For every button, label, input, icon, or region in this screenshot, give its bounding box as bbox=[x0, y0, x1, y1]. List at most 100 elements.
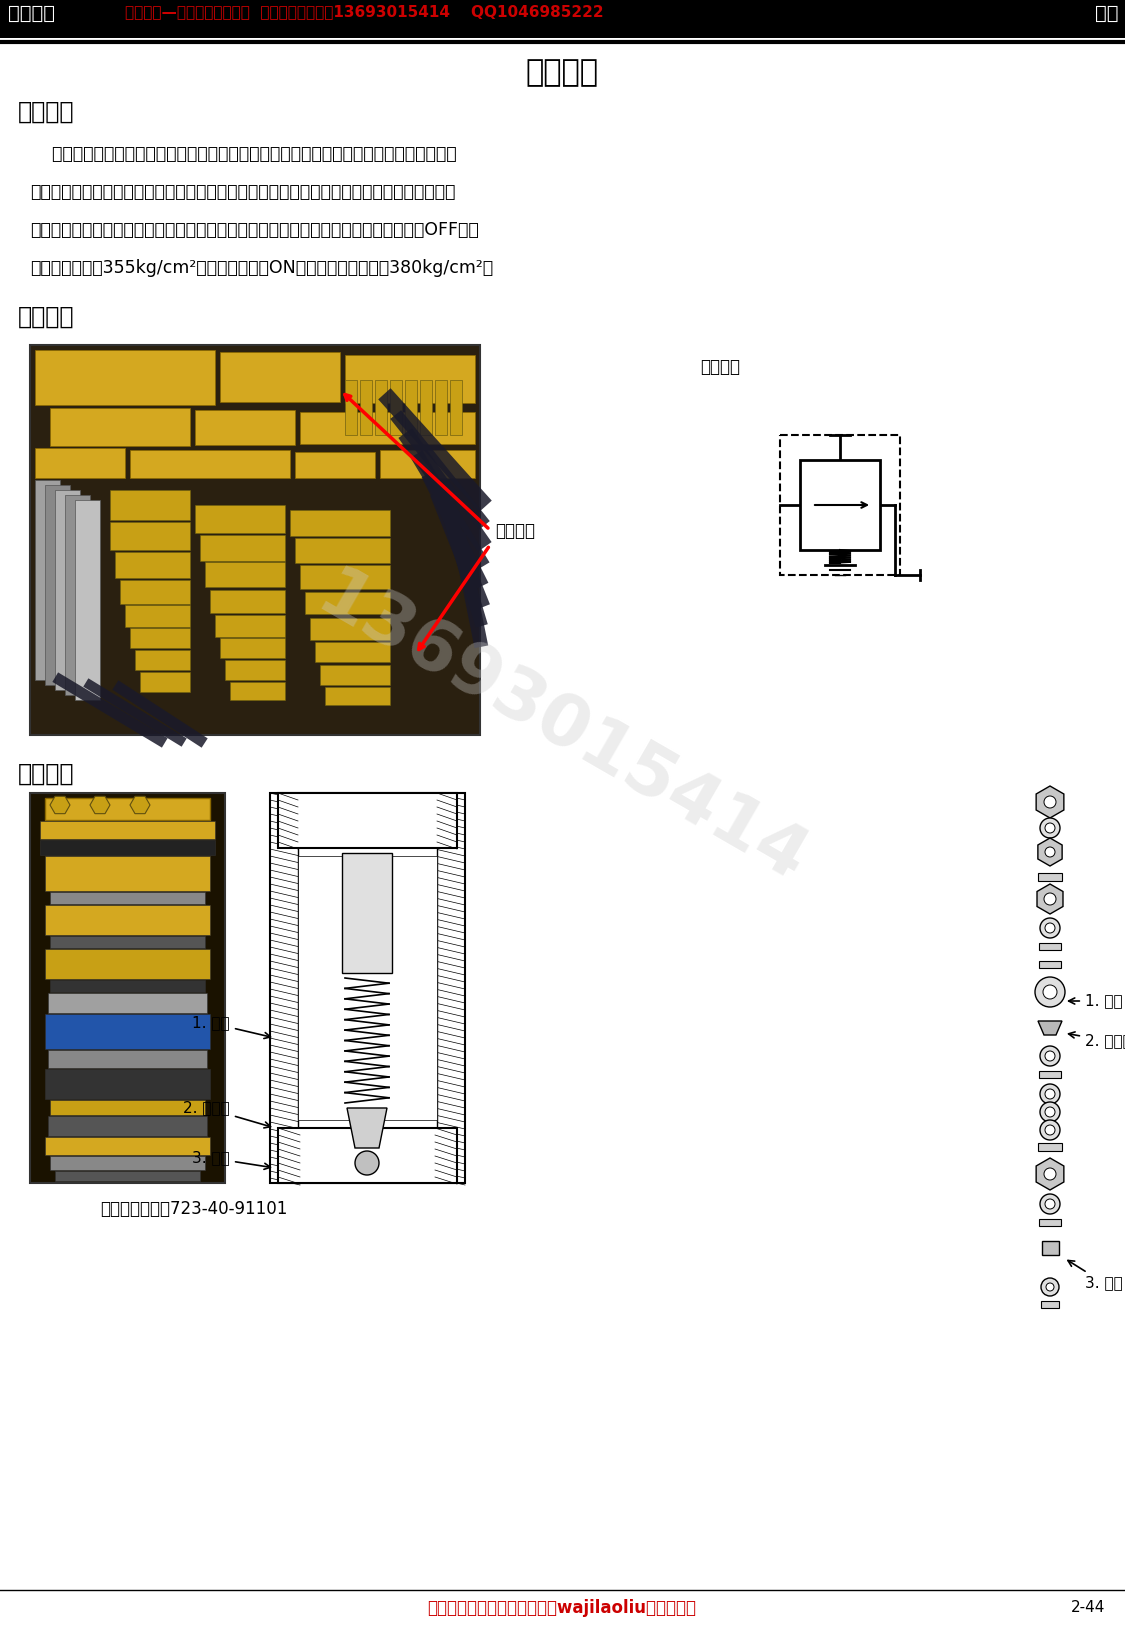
Bar bbox=[0, 0, 1125, 37]
Bar bbox=[50, 936, 205, 947]
Text: 二、位置: 二、位置 bbox=[18, 306, 74, 328]
Bar bbox=[215, 614, 285, 637]
Bar bbox=[1040, 960, 1061, 968]
Circle shape bbox=[1035, 977, 1065, 1008]
Bar bbox=[48, 993, 207, 1012]
Bar bbox=[420, 380, 432, 436]
Bar bbox=[50, 1155, 205, 1170]
Circle shape bbox=[1040, 1102, 1060, 1121]
Bar bbox=[210, 590, 285, 613]
Text: 为一级设定压力355kg/cm²；当先导压力为ON时，为二级设定压力380kg/cm²。: 为一级设定压力355kg/cm²；当先导压力为ON时，为二级设定压力380kg/… bbox=[30, 258, 493, 276]
Bar bbox=[270, 793, 465, 1183]
Text: 3. 柱塞: 3. 柱塞 bbox=[1068, 1261, 1123, 1290]
Bar bbox=[110, 522, 190, 549]
Bar bbox=[220, 639, 285, 658]
Bar bbox=[278, 1128, 457, 1183]
Bar bbox=[1038, 1142, 1062, 1150]
Circle shape bbox=[1044, 894, 1056, 905]
Bar bbox=[35, 479, 60, 679]
Bar bbox=[305, 592, 390, 614]
Bar bbox=[345, 380, 357, 436]
Text: 挖机老刘—提供挖机维修资料  电话（微信同号）13693015414    QQ1046985222: 挖机老刘—提供挖机维修资料 电话（微信同号）13693015414 QQ1046… bbox=[125, 3, 604, 20]
Circle shape bbox=[1040, 1046, 1060, 1066]
Bar bbox=[45, 856, 210, 890]
Bar bbox=[130, 627, 190, 648]
Circle shape bbox=[1040, 817, 1060, 838]
Polygon shape bbox=[1038, 1020, 1062, 1035]
Bar bbox=[55, 1172, 200, 1181]
Text: 三、构造: 三、构造 bbox=[18, 762, 74, 786]
Bar bbox=[295, 452, 375, 478]
Bar bbox=[405, 380, 417, 436]
Text: 主溢流阀安装在主控制阀的上下两端，上下各一个。该阀设定整个液压系统工作时的最高: 主溢流阀安装在主控制阀的上下两端，上下各一个。该阀设定整个液压系统工作时的最高 bbox=[30, 145, 457, 162]
Bar bbox=[200, 535, 285, 561]
Bar bbox=[310, 618, 390, 640]
Bar bbox=[298, 856, 436, 1120]
Polygon shape bbox=[1036, 1159, 1064, 1190]
Polygon shape bbox=[346, 1108, 387, 1147]
Bar bbox=[800, 460, 880, 549]
Bar bbox=[45, 798, 210, 821]
Circle shape bbox=[1044, 796, 1056, 808]
Bar bbox=[40, 840, 215, 855]
Bar bbox=[315, 642, 390, 661]
Bar bbox=[50, 892, 205, 904]
Bar bbox=[30, 793, 225, 1183]
Bar bbox=[130, 450, 290, 478]
Text: 看免费维修资料、搜索关注：wajilaoliu微信公众号: 看免费维修资料、搜索关注：wajilaoliu微信公众号 bbox=[428, 1599, 696, 1617]
Polygon shape bbox=[1036, 786, 1064, 817]
Text: 阀总成零件号：723-40-91101: 阀总成零件号：723-40-91101 bbox=[100, 1199, 287, 1219]
Circle shape bbox=[1045, 1107, 1055, 1116]
Bar bbox=[342, 853, 392, 973]
Bar bbox=[375, 380, 387, 436]
Bar bbox=[435, 380, 447, 436]
Circle shape bbox=[1041, 1277, 1059, 1297]
Bar bbox=[50, 980, 205, 991]
Bar bbox=[229, 682, 285, 700]
Text: 13693015414: 13693015414 bbox=[305, 562, 819, 899]
Text: 1. 弹簧: 1. 弹簧 bbox=[1069, 993, 1123, 1009]
Text: 一、概述: 一、概述 bbox=[18, 101, 74, 124]
Circle shape bbox=[1045, 847, 1055, 856]
Bar bbox=[380, 450, 475, 478]
Text: 主阀: 主阀 bbox=[1095, 3, 1118, 23]
Circle shape bbox=[1044, 1168, 1056, 1180]
Bar bbox=[115, 552, 190, 578]
Bar bbox=[1041, 1302, 1059, 1308]
Bar bbox=[780, 436, 900, 575]
Circle shape bbox=[1045, 1089, 1055, 1098]
Circle shape bbox=[356, 1150, 379, 1175]
Bar bbox=[30, 344, 480, 734]
Circle shape bbox=[1040, 918, 1060, 938]
Circle shape bbox=[1045, 1124, 1055, 1134]
Text: 2-44: 2-44 bbox=[1071, 1601, 1105, 1615]
Text: 主溢流阀: 主溢流阀 bbox=[525, 58, 598, 88]
Circle shape bbox=[1046, 1284, 1054, 1290]
Bar bbox=[140, 673, 190, 692]
Bar bbox=[290, 510, 390, 536]
Bar bbox=[45, 1014, 210, 1050]
Bar bbox=[45, 1138, 210, 1155]
Bar bbox=[50, 1100, 205, 1115]
Bar bbox=[120, 580, 190, 604]
Circle shape bbox=[1045, 822, 1055, 834]
Bar bbox=[450, 380, 462, 436]
Bar bbox=[75, 500, 100, 700]
Bar bbox=[390, 380, 402, 436]
Bar bbox=[278, 793, 457, 848]
Text: 液压符号: 液压符号 bbox=[700, 358, 740, 375]
Circle shape bbox=[1040, 1084, 1060, 1103]
Text: 以保护整个液压系统，避免油路压力过高。本溢流阀具有两级设定压力，当先导压力为OFF时，: 以保护整个液压系统，避免油路压力过高。本溢流阀具有两级设定压力，当先导压力为OF… bbox=[30, 221, 479, 239]
Bar bbox=[135, 650, 190, 669]
Polygon shape bbox=[50, 796, 70, 814]
Bar bbox=[48, 1050, 207, 1068]
Circle shape bbox=[1045, 1051, 1055, 1061]
Text: 压力。当系统压力超过主溢流阀设定压力时，主溢流阀打开回油箱油路将液压油溢流回油箱，: 压力。当系统压力超过主溢流阀设定压力时，主溢流阀打开回油箱油路将液压油溢流回油箱… bbox=[30, 184, 456, 202]
Bar bbox=[325, 687, 390, 705]
Bar bbox=[225, 660, 285, 679]
Text: 3. 柱塞: 3. 柱塞 bbox=[192, 1150, 270, 1170]
Bar bbox=[45, 949, 210, 978]
Bar bbox=[50, 408, 190, 445]
Bar bbox=[65, 496, 90, 696]
Bar bbox=[300, 566, 390, 588]
